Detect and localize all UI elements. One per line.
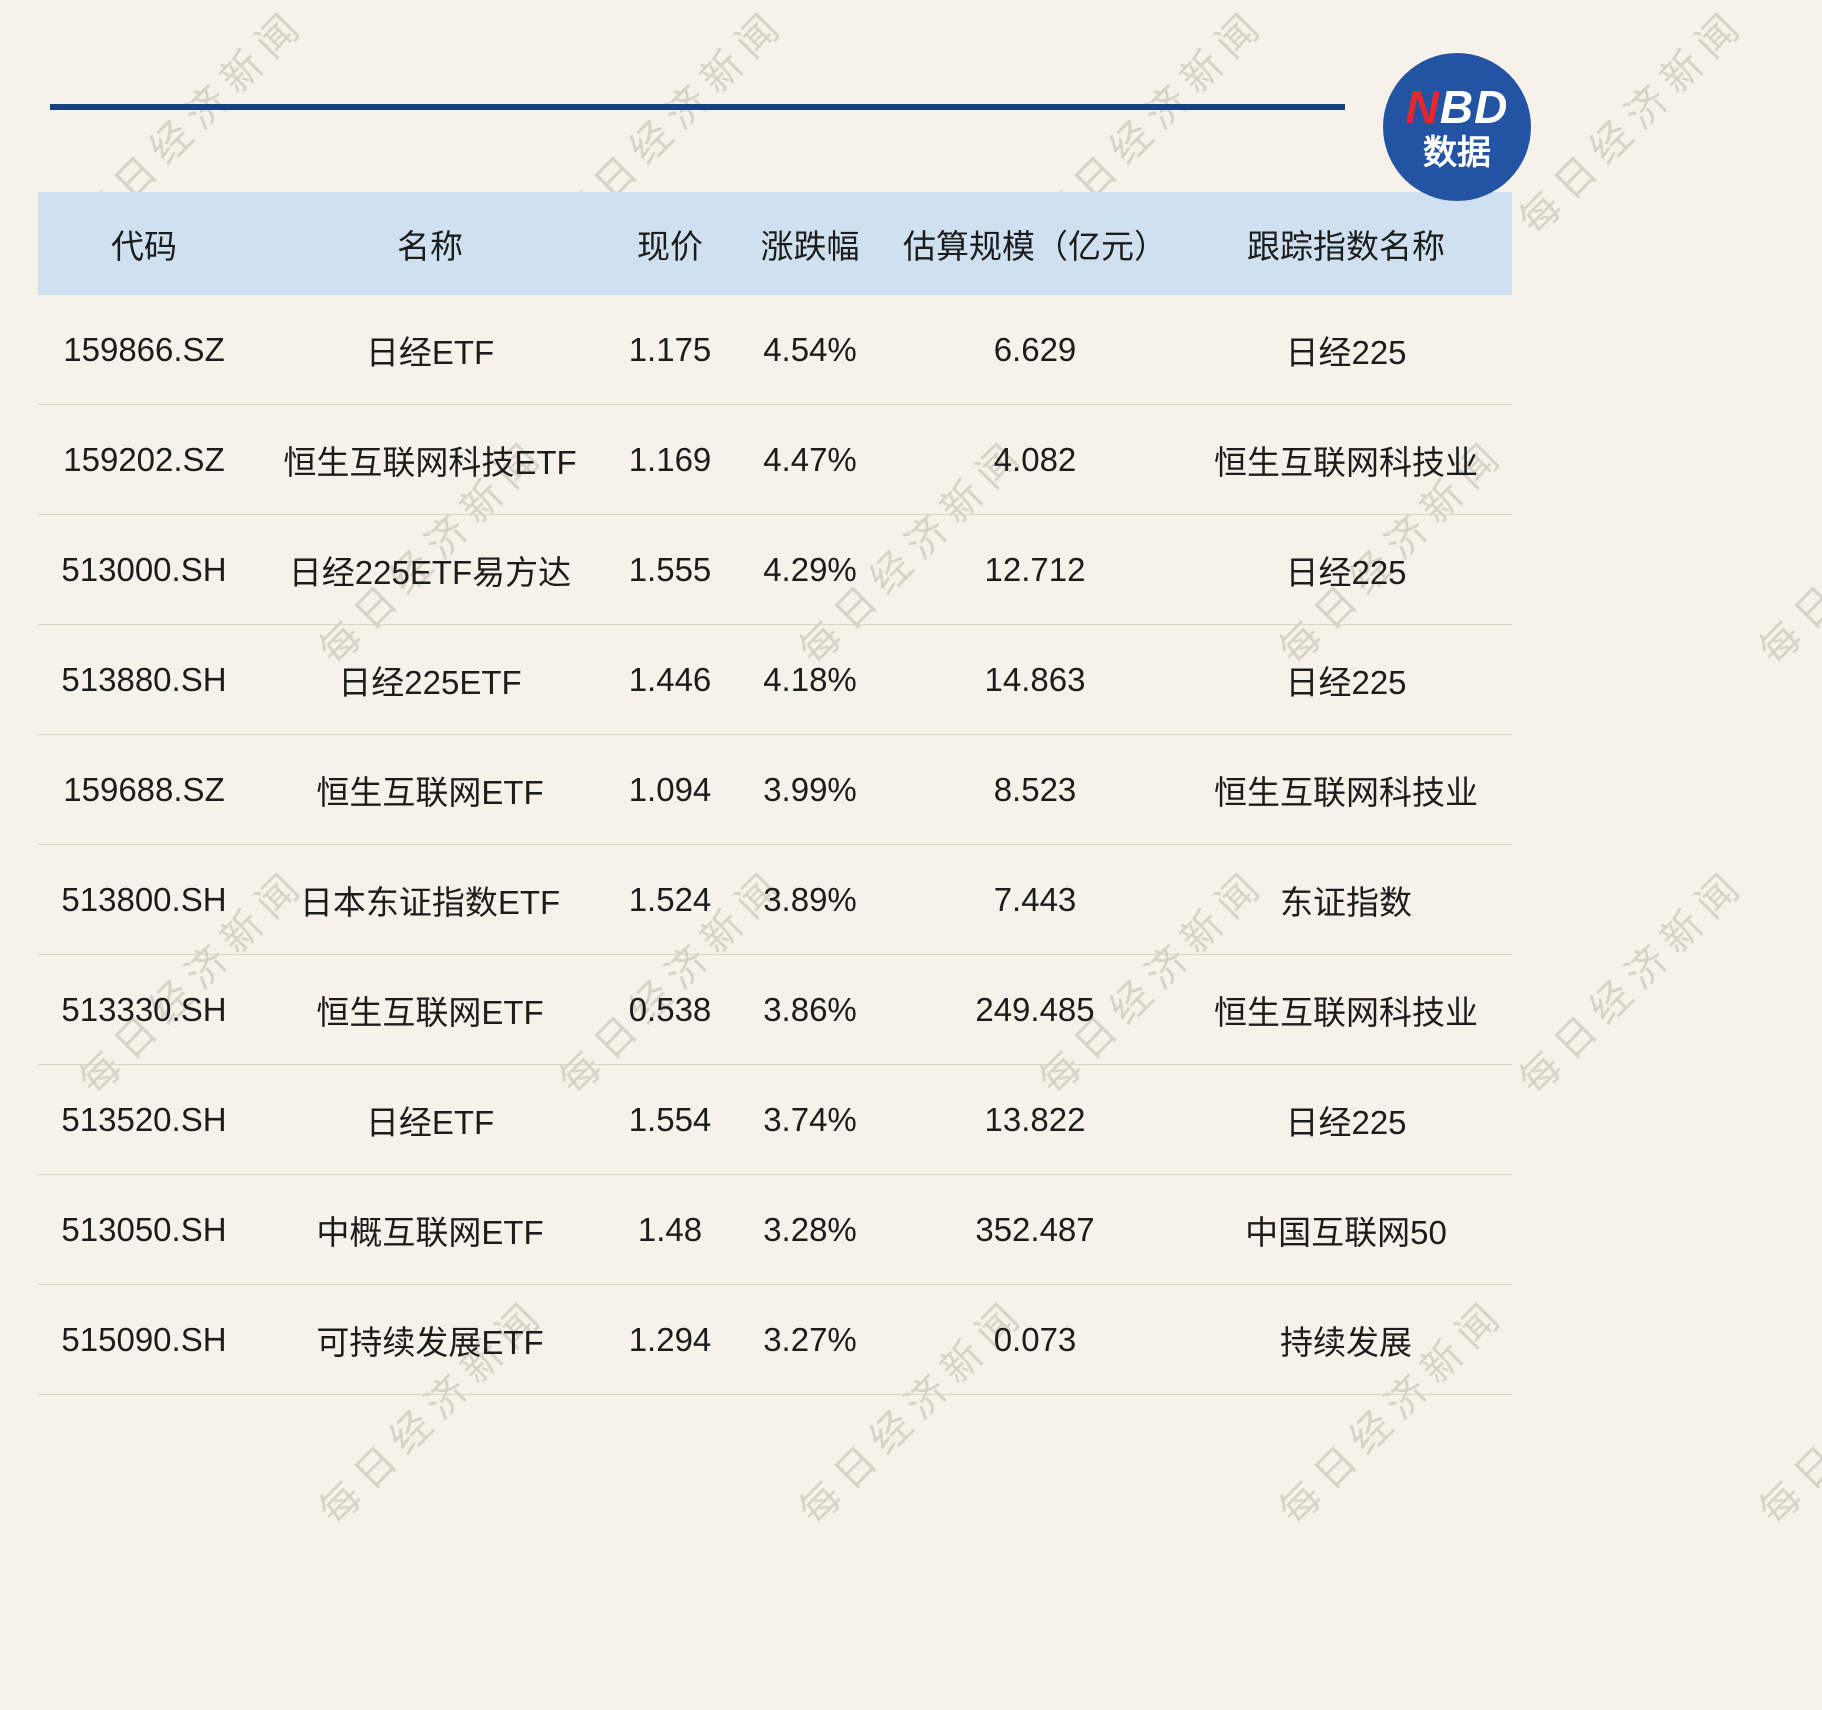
cell-scale: 8.523 [993, 770, 1077, 808]
table-header-row: 代码 名称 现价 涨跌幅 估算规模（亿元） 跟踪指数名称 [38, 192, 1512, 295]
cell-change: 3.89% [763, 880, 857, 918]
cell-code: 159688.SZ [63, 770, 225, 808]
cell-index: 恒生互联网科技业 [1214, 443, 1478, 481]
cell-scale: 12.712 [984, 550, 1086, 588]
cell-change: 3.99% [763, 770, 857, 808]
cell-price: 1.524 [628, 880, 712, 918]
col-header-price: 现价 [637, 227, 703, 265]
cell-change: 3.27% [763, 1320, 857, 1358]
col-header-scale: 估算规模（亿元） [903, 227, 1167, 265]
cell-name: 日经ETF [365, 1103, 495, 1141]
logo-letter-n: N [1405, 81, 1440, 133]
cell-scale: 249.485 [975, 990, 1095, 1028]
top-divider-line [50, 104, 1345, 110]
watermark-text: 每日经济新闻 [1511, 0, 1755, 244]
col-header-code: 代码 [111, 227, 177, 265]
cell-index: 日经225 [1285, 663, 1407, 701]
cell-index: 日经225 [1285, 333, 1407, 371]
cell-code: 515090.SH [61, 1320, 227, 1358]
cell-name: 日经ETF [365, 333, 495, 371]
cell-scale: 6.629 [993, 330, 1077, 368]
cell-price: 1.094 [628, 770, 712, 808]
cell-price: 1.294 [628, 1320, 712, 1358]
cell-scale: 352.487 [975, 1210, 1095, 1248]
cell-index: 持续发展 [1280, 1323, 1412, 1361]
cell-price: 1.175 [628, 330, 712, 368]
cell-scale: 13.822 [984, 1100, 1086, 1138]
table-row: 159202.SZ 恒生互联网科技ETF 1.169 4.47% 4.082 恒生互联网科… [38, 405, 1512, 515]
col-header-index: 跟踪指数名称 [1247, 227, 1445, 265]
table-row: 513800.SH 日本东证指数ETF 1.524 3.89% 7.443 东证指数 [38, 845, 1512, 955]
cell-name: 日经225ETF易方达 [288, 553, 572, 591]
cell-scale: 4.082 [993, 440, 1077, 478]
cell-name: 恒生互联网科技ETF [283, 443, 577, 481]
watermark-text: 每日经济新闻 [1751, 430, 1822, 674]
table-row: 159688.SZ 恒生互联网ETF 1.094 3.99% 8.523 恒生互联网科技业 [38, 735, 1512, 845]
cell-name: 日经225ETF [338, 663, 522, 701]
table-row: 159866.SZ 日经ETF 1.175 4.54% 6.629 日经225 [38, 295, 1512, 405]
table-row: 513000.SH 日经225ETF易方达 1.555 4.29% 12.712 日经22… [38, 515, 1512, 625]
cell-index: 恒生互联网科技业 [1214, 773, 1478, 811]
cell-change: 4.47% [763, 440, 857, 478]
col-header-change: 涨跌幅 [760, 227, 860, 265]
table-row: 513880.SH 日经225ETF 1.446 4.18% 14.863 日经225 [38, 625, 1512, 735]
cell-price: 1.169 [628, 440, 712, 478]
cell-name: 恒生互联网ETF [316, 773, 544, 811]
cell-name: 日本东证指数ETF [299, 883, 561, 921]
nbd-logo-title: NBD [1406, 84, 1509, 130]
nbd-logo-subtitle: 数据 [1423, 134, 1491, 172]
cell-index: 东证指数 [1280, 883, 1412, 921]
cell-change: 4.54% [763, 330, 857, 368]
col-header-name: 名称 [397, 227, 463, 265]
logo-letters-bd: BD [1439, 81, 1509, 133]
cell-price: 1.48 [637, 1210, 703, 1248]
table-body: 159866.SZ 日经ETF 1.175 4.54% 6.629 日经225 159202… [38, 295, 1512, 1395]
cell-index: 中国互联网50 [1245, 1213, 1447, 1251]
cell-price: 1.555 [628, 550, 712, 588]
cell-code: 513050.SH [61, 1210, 227, 1248]
cell-price: 1.446 [628, 660, 712, 698]
watermark-text: 每日经济新闻 [1751, 1290, 1822, 1534]
cell-code: 513800.SH [61, 880, 227, 918]
cell-scale: 0.073 [993, 1320, 1077, 1358]
cell-code: 159202.SZ [63, 440, 225, 478]
cell-scale: 7.443 [993, 880, 1077, 918]
cell-name: 中概互联网ETF [316, 1213, 544, 1251]
cell-index: 恒生互联网科技业 [1214, 993, 1478, 1031]
nbd-logo: NBD 数据 [1383, 53, 1531, 201]
cell-change: 3.86% [763, 990, 857, 1028]
cell-code: 513520.SH [61, 1100, 227, 1138]
cell-code: 513880.SH [61, 660, 227, 698]
cell-name: 恒生互联网ETF [316, 993, 544, 1031]
cell-code: 159866.SZ [63, 330, 225, 368]
cell-price: 1.554 [628, 1100, 712, 1138]
cell-index: 日经225 [1285, 553, 1407, 591]
cell-price: 0.538 [628, 990, 712, 1028]
cell-change: 3.28% [763, 1210, 857, 1248]
table-row: 513520.SH 日经ETF 1.554 3.74% 13.822 日经225 [38, 1065, 1512, 1175]
cell-code: 513330.SH [61, 990, 227, 1028]
cell-code: 513000.SH [61, 550, 227, 588]
table-row: 515090.SH 可持续发展ETF 1.294 3.27% 0.073 持续发展 [38, 1285, 1512, 1395]
cell-index: 日经225 [1285, 1103, 1407, 1141]
table-row: 513330.SH 恒生互联网ETF 0.538 3.86% 249.485 恒生互联网科… [38, 955, 1512, 1065]
watermark-text: 每日经济新闻 [1511, 860, 1755, 1104]
table-row: 513050.SH 中概互联网ETF 1.48 3.28% 352.487 中国互联网50 [38, 1175, 1512, 1285]
cell-scale: 14.863 [984, 660, 1086, 698]
cell-change: 4.18% [763, 660, 857, 698]
etf-data-table: 代码 名称 现价 涨跌幅 估算规模（亿元） 跟踪指数名称 159866.SZ 日经… [38, 192, 1512, 1395]
cell-change: 3.74% [763, 1100, 857, 1138]
cell-change: 4.29% [763, 550, 857, 588]
cell-name: 可持续发展ETF [316, 1323, 544, 1361]
